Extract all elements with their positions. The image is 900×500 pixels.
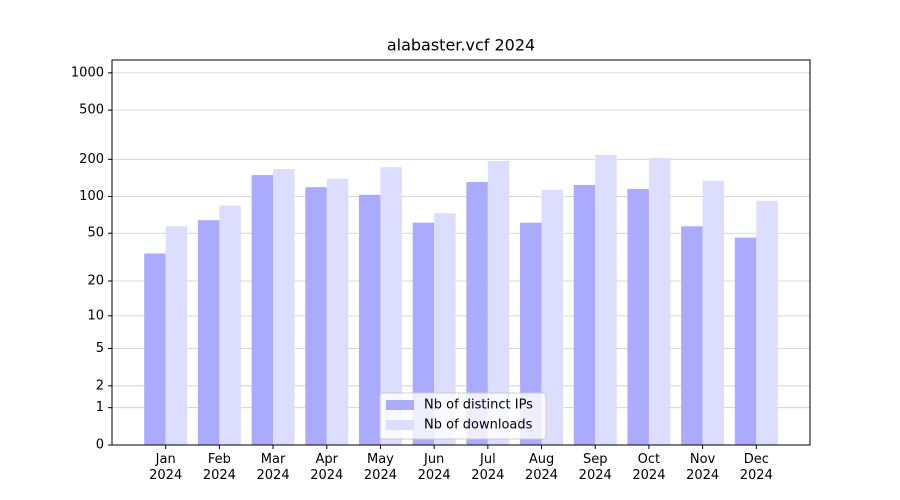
x-tick-label: Jul 2024 — [471, 452, 505, 483]
x-tick-label: Mar 2024 — [256, 452, 290, 483]
bar — [434, 213, 456, 445]
x-tick-label: Apr 2024 — [310, 452, 344, 483]
legend-label: Nb of distinct IPs — [424, 398, 533, 413]
y-tick-label: 2 — [96, 378, 104, 393]
bar — [627, 188, 649, 445]
bar — [734, 237, 757, 445]
y-tick-label: 1000 — [71, 65, 104, 80]
bar — [595, 154, 617, 445]
bar — [219, 205, 241, 445]
bar — [358, 194, 381, 445]
y-tick-label: 5 — [96, 341, 104, 356]
legend-swatch — [386, 420, 414, 430]
bar — [380, 167, 402, 445]
y-tick-label: 500 — [79, 103, 104, 118]
bar — [648, 158, 671, 445]
bar — [251, 175, 274, 445]
x-tick-label: Jan 2024 — [149, 452, 183, 483]
y-tick-label: 10 — [87, 308, 104, 323]
y-tick-label: 0 — [96, 438, 104, 453]
x-tick-label: Sep 2024 — [578, 452, 612, 483]
x-tick-label: May 2024 — [363, 452, 397, 483]
bar — [466, 181, 488, 445]
x-tick-label: Nov 2024 — [686, 452, 720, 483]
bar — [681, 226, 703, 445]
bar — [273, 169, 295, 445]
x-tick-label: Feb 2024 — [202, 452, 236, 483]
bar — [756, 200, 778, 445]
y-tick-label: 100 — [79, 189, 104, 204]
legend-swatch — [386, 400, 414, 410]
bar — [487, 160, 510, 446]
bar — [573, 184, 596, 445]
legend-label: Nb of downloads — [424, 418, 533, 433]
bar — [541, 189, 564, 445]
y-tick-label: 200 — [79, 152, 104, 167]
x-tick-label: Jun 2024 — [417, 452, 451, 483]
legend-frame — [379, 392, 547, 440]
y-tick-label: 50 — [87, 226, 104, 241]
chart-title: alabaster.vcf 2024 — [387, 36, 535, 55]
bar — [197, 220, 220, 445]
legend: Nb of distinct IPs Nb of downloads — [379, 392, 547, 440]
bar — [326, 178, 349, 446]
y-tick-label: 1 — [96, 400, 104, 415]
bar — [305, 187, 327, 445]
bar — [144, 253, 166, 445]
x-tick-label: Aug 2024 — [524, 452, 559, 483]
x-tick-label: Dec 2024 — [739, 452, 773, 483]
y-tick-label: 20 — [87, 274, 104, 289]
bar — [702, 180, 725, 445]
bar — [165, 226, 188, 445]
bar — [520, 222, 542, 445]
plot-frame — [111, 59, 811, 446]
x-tick-label: Oct 2024 — [632, 452, 666, 483]
bar — [412, 222, 435, 445]
